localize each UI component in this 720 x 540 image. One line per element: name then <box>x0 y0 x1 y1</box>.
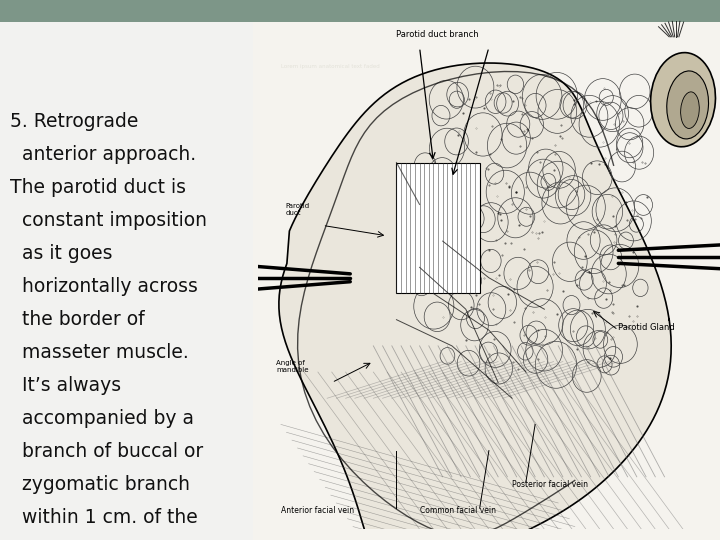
Bar <box>0 22 263 540</box>
Text: 5. Retrograde: 5. Retrograde <box>10 112 138 131</box>
Text: anterior approach.: anterior approach. <box>10 145 196 164</box>
Text: masseter muscle.: masseter muscle. <box>10 343 189 362</box>
Ellipse shape <box>667 71 708 139</box>
Bar <box>397 163 480 293</box>
Text: within 1 cm. of the: within 1 cm. of the <box>10 508 198 527</box>
Text: zygomatic branch: zygomatic branch <box>10 475 190 494</box>
Text: Lorem ipsum anatomical text faded: Lorem ipsum anatomical text faded <box>281 64 379 69</box>
Text: Parotid
duct: Parotid duct <box>286 203 310 216</box>
Text: accompanied by a: accompanied by a <box>10 409 194 428</box>
Text: Common facial vein: Common facial vein <box>420 507 495 516</box>
Text: horizontally across: horizontally across <box>10 277 198 296</box>
Bar <box>263 0 720 540</box>
Text: constant imposition: constant imposition <box>10 211 207 230</box>
Text: Posterior facial vein: Posterior facial vein <box>512 480 588 489</box>
Text: the border of: the border of <box>10 310 145 329</box>
Ellipse shape <box>651 52 716 147</box>
Text: branch of buccal or: branch of buccal or <box>10 442 203 461</box>
Text: Parotid Gland: Parotid Gland <box>618 323 675 332</box>
Text: It’s always: It’s always <box>10 376 121 395</box>
Text: Angle of
mandible: Angle of mandible <box>276 360 309 373</box>
Text: as it goes: as it goes <box>10 244 112 263</box>
Bar <box>253 20 720 540</box>
Text: The parotid duct is: The parotid duct is <box>10 178 186 197</box>
Text: Anterior facial vein: Anterior facial vein <box>281 507 354 516</box>
Bar <box>0 0 720 22</box>
Polygon shape <box>279 63 671 540</box>
Ellipse shape <box>680 92 699 129</box>
Text: Parotid duct branch: Parotid duct branch <box>397 30 479 39</box>
